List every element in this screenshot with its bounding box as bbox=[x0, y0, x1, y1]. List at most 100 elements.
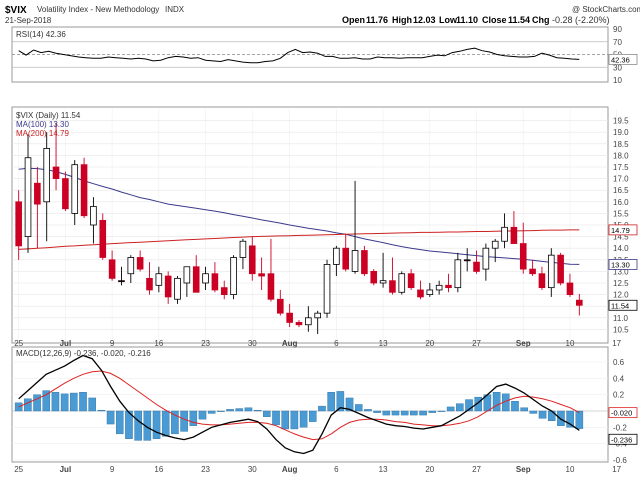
candle-body bbox=[389, 280, 396, 293]
candle-body bbox=[286, 312, 293, 323]
macd-histogram-bar bbox=[446, 406, 455, 412]
price-tick-label: 14.0 bbox=[613, 244, 629, 253]
candle-body bbox=[127, 257, 135, 275]
x-tick-label: 23 bbox=[201, 339, 210, 348]
candle-body bbox=[482, 247, 490, 270]
macd-histogram-bar bbox=[511, 401, 519, 412]
macd-signal-last-label: -0.020 bbox=[611, 409, 632, 418]
macd-histogram-bar bbox=[336, 391, 345, 412]
candle-body bbox=[230, 257, 237, 296]
rsi-last-label-box bbox=[608, 53, 638, 65]
candle-body bbox=[174, 277, 181, 300]
x-tick-label: Jul bbox=[60, 339, 72, 348]
x-tick-label: 10 bbox=[566, 339, 575, 348]
price-tick-label: 12.0 bbox=[613, 291, 629, 300]
candle-body bbox=[379, 280, 387, 284]
candle-body bbox=[192, 266, 200, 293]
price-tick-label: 13.0 bbox=[613, 267, 629, 276]
macd-histogram-bar bbox=[60, 393, 69, 412]
candle-body bbox=[202, 273, 209, 284]
price-layer: 10.511.011.512.012.513.013.514.014.515.0… bbox=[12, 109, 638, 474]
candle-body bbox=[80, 164, 88, 217]
candle-body bbox=[277, 298, 284, 314]
candle-body bbox=[510, 226, 518, 244]
price-tick-label: 11.0 bbox=[613, 314, 629, 323]
macd-histogram-bar bbox=[373, 410, 381, 413]
candle-body bbox=[454, 259, 462, 289]
price-legend: $VIX (Daily) 11.54 bbox=[16, 111, 81, 120]
candle-body bbox=[370, 270, 378, 284]
exchange-label: INDX bbox=[165, 5, 185, 14]
macd-histogram-bar bbox=[152, 410, 161, 439]
candle-body bbox=[90, 206, 97, 226]
x-tick-label: 17 bbox=[612, 339, 621, 348]
x-tick-label: Aug bbox=[282, 339, 298, 348]
candle-body bbox=[108, 259, 116, 279]
open-label: Open bbox=[342, 15, 365, 25]
x-tick-label: 20 bbox=[425, 465, 434, 474]
x-tick-label: 16 bbox=[154, 339, 163, 348]
low-label: Low bbox=[439, 15, 458, 25]
macd-histogram-bar bbox=[419, 410, 427, 416]
macd-histogram-bar bbox=[364, 409, 372, 412]
macd-histogram-bar bbox=[97, 409, 106, 412]
candle-body bbox=[136, 257, 144, 270]
macd-histogram-bar bbox=[538, 410, 547, 419]
candle-body bbox=[417, 289, 424, 298]
candle-body bbox=[314, 312, 321, 319]
rsi-tick-label: 70 bbox=[613, 38, 622, 47]
macd-histogram-bar bbox=[79, 392, 87, 412]
ma200-line bbox=[18, 229, 580, 250]
candle-body bbox=[501, 226, 508, 242]
ma100-legend: MA(100) 13.30 bbox=[16, 120, 69, 129]
rsi-tick-label: 10 bbox=[613, 76, 622, 85]
x-tick-label: 27 bbox=[472, 339, 481, 348]
x-tick-label: 27 bbox=[472, 465, 481, 474]
x-tick-label: 30 bbox=[248, 465, 257, 474]
candle-body bbox=[118, 280, 125, 283]
macd-histogram-bar bbox=[354, 404, 363, 412]
macd-histogram-bar bbox=[217, 410, 225, 412]
macd-histogram-bar bbox=[575, 410, 584, 429]
macd-histogram-bar bbox=[290, 410, 299, 430]
candle-body bbox=[71, 164, 79, 214]
macd-histogram-bar bbox=[281, 410, 289, 430]
candle-body bbox=[342, 247, 350, 270]
macd-histogram-bar bbox=[24, 398, 32, 412]
x-tick-label: 25 bbox=[14, 465, 23, 474]
candle-body bbox=[473, 261, 480, 272]
macd-histogram-bar bbox=[318, 405, 326, 412]
macd-tick-label: 0.4 bbox=[613, 374, 625, 383]
ma200-legend: MA(200) 14.79 bbox=[16, 129, 69, 138]
open-value: 11.76 bbox=[366, 15, 388, 25]
macd-histogram-bar bbox=[244, 407, 253, 412]
macd-histogram-bar bbox=[33, 394, 41, 412]
x-tick-label: 10 bbox=[566, 465, 575, 474]
x-tick-label: 13 bbox=[379, 465, 388, 474]
candle-body bbox=[407, 273, 415, 289]
candle-body bbox=[267, 273, 275, 300]
ma100-last-label-box bbox=[608, 259, 638, 270]
macd-histogram-bar bbox=[327, 392, 335, 412]
date-label: 21-Sep-2018 bbox=[5, 16, 52, 25]
candle-body bbox=[361, 250, 368, 275]
macd-last-label: -0.236 bbox=[611, 435, 632, 444]
macd-histogram-bar bbox=[345, 397, 354, 412]
candle-body bbox=[445, 284, 452, 289]
macd-histogram-bar bbox=[428, 410, 437, 413]
candle-body bbox=[52, 166, 60, 179]
high-label: High bbox=[392, 15, 412, 25]
candle-body bbox=[519, 243, 527, 270]
candle-body bbox=[576, 299, 583, 306]
rsi-last-label: 42.36 bbox=[611, 55, 630, 64]
low-value: 11.10 bbox=[456, 15, 478, 25]
ma100-last-label: 13.30 bbox=[611, 260, 630, 269]
x-tick-label: 6 bbox=[334, 465, 339, 474]
macd-histogram-bar bbox=[391, 410, 400, 416]
macd-line bbox=[18, 354, 580, 455]
candle-body bbox=[491, 240, 499, 249]
macd-histogram-bar bbox=[529, 410, 538, 414]
x-tick-label: 23 bbox=[201, 465, 210, 474]
x-tick-label: 6 bbox=[334, 339, 339, 348]
